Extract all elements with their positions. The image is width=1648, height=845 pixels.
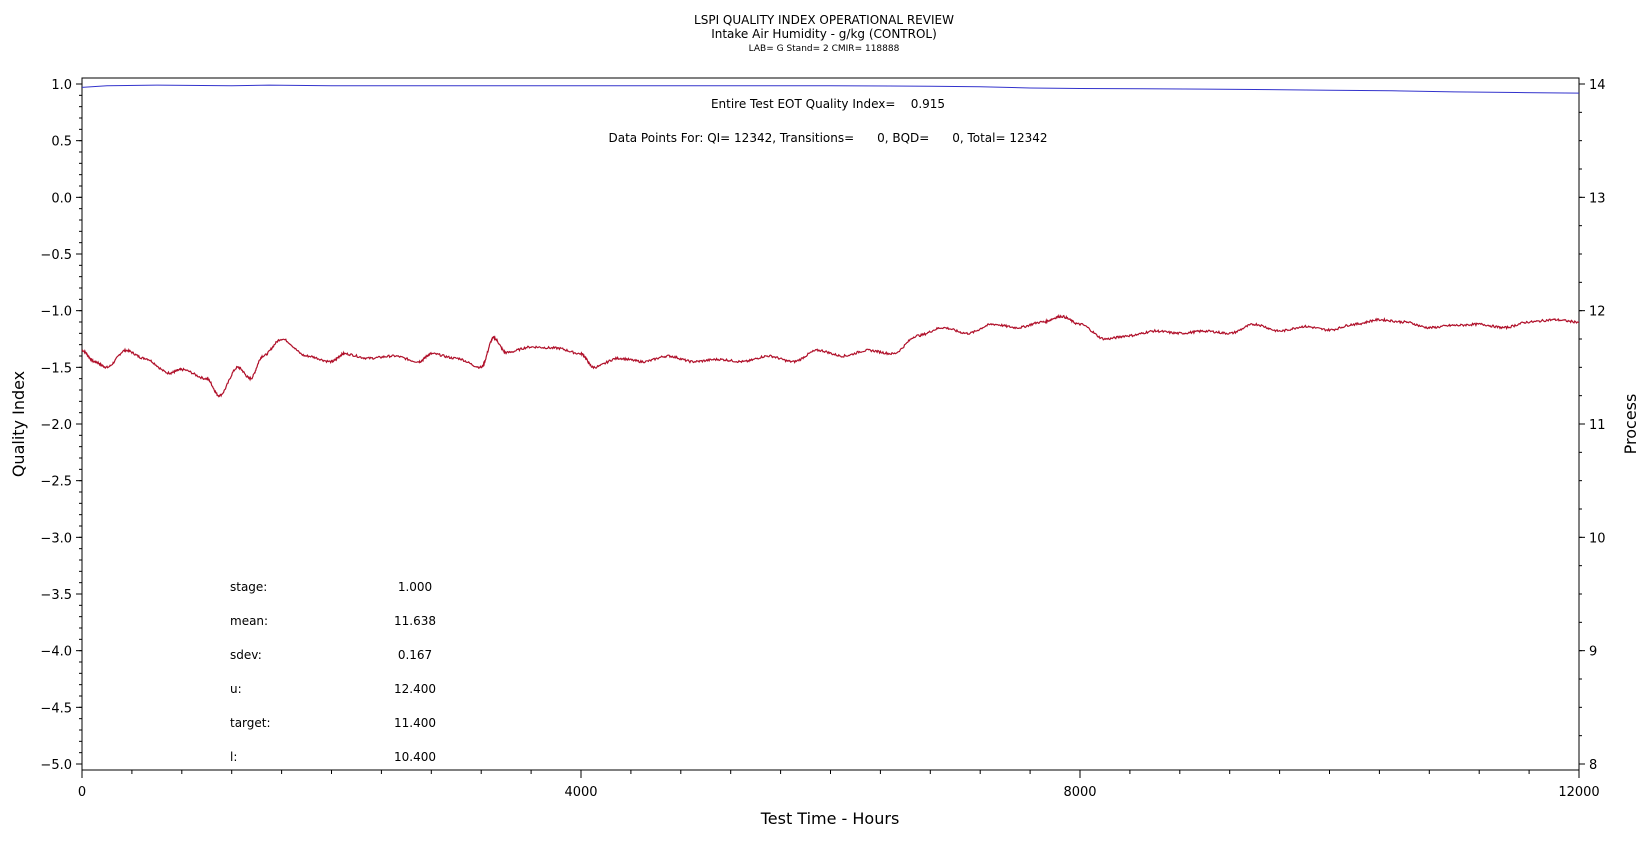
right-tick-label: 8: [1589, 758, 1597, 773]
right-axis: 14 13 12 11 10 9 8: [1579, 78, 1606, 773]
right-axis-title: Process: [1621, 394, 1640, 455]
stat-value: 11.400: [394, 716, 436, 730]
right-tick-label: 14: [1589, 78, 1606, 93]
left-tick-label: −2.5: [40, 475, 72, 490]
eot-quality-annotation: Entire Test EOT Quality Index= 0.915: [711, 97, 945, 111]
left-tick-label: −1.5: [40, 361, 72, 376]
stats-table: stage: 1.000 mean: 11.638 sdev: 0.167 u: 12.400…: [230, 580, 436, 764]
left-tick-label: −4.0: [40, 645, 72, 660]
data-points-annotation: Data Points For: QI= 12342, Transitions=…: [608, 131, 1047, 145]
left-tick-label: −3.5: [40, 588, 72, 603]
left-tick-label: −2.0: [40, 418, 72, 433]
x-tick-label: 12000: [1558, 785, 1599, 800]
left-tick-label: 0.0: [51, 191, 72, 206]
x-tick-label: 4000: [564, 785, 597, 800]
left-tick-label: −4.5: [40, 701, 72, 716]
left-tick-label: 1.0: [51, 78, 72, 93]
left-tick-label: 0.5: [51, 135, 72, 150]
left-axis-title: Quality Index: [9, 371, 28, 477]
stat-value: 1.000: [398, 580, 432, 594]
x-tick-label: 0: [78, 785, 86, 800]
process-series-line: [81, 313, 1580, 398]
stat-label: sdev:: [230, 648, 262, 662]
x-axis: 0 4000 8000 12000: [78, 770, 1600, 800]
stat-label: mean:: [230, 614, 268, 628]
right-tick-label: 12: [1589, 305, 1606, 320]
plot-area: [81, 77, 1580, 771]
stat-label: stage:: [230, 580, 267, 594]
right-tick-label: 13: [1589, 191, 1606, 206]
stat-label: l:: [230, 750, 237, 764]
right-tick-label: 10: [1589, 531, 1606, 546]
stat-label: target:: [230, 716, 271, 730]
series-layer: [81, 84, 1580, 398]
left-tick-label: −0.5: [40, 248, 72, 263]
quality-index-series-line: [81, 84, 1580, 94]
left-tick-label: −3.0: [40, 531, 72, 546]
left-tick-label: −5.0: [40, 758, 72, 773]
left-axis: 1.0 0.5 0.0 −0.5 −1.0 −1.5 −2.0 −2.5 −3.0 −3.5 −4.…: [40, 78, 82, 773]
x-tick-label: 8000: [1063, 785, 1096, 800]
right-tick-label: 11: [1589, 418, 1606, 433]
right-tick-label: 9: [1589, 645, 1597, 660]
stat-value: 10.400: [394, 750, 436, 764]
stat-value: 11.638: [394, 614, 436, 628]
stat-value: 0.167: [398, 648, 432, 662]
stat-value: 12.400: [394, 682, 436, 696]
chart-subtitle: Intake Air Humidity - g/kg (CONTROL): [711, 27, 937, 41]
chart-title: LSPI QUALITY INDEX OPERATIONAL REVIEW: [694, 13, 954, 27]
left-tick-label: −1.0: [40, 305, 72, 320]
x-axis-title: Test Time - Hours: [760, 809, 900, 828]
chart-subtitle-2: LAB= G Stand= 2 CMIR= 118888: [749, 44, 900, 54]
stat-label: u:: [230, 682, 242, 696]
